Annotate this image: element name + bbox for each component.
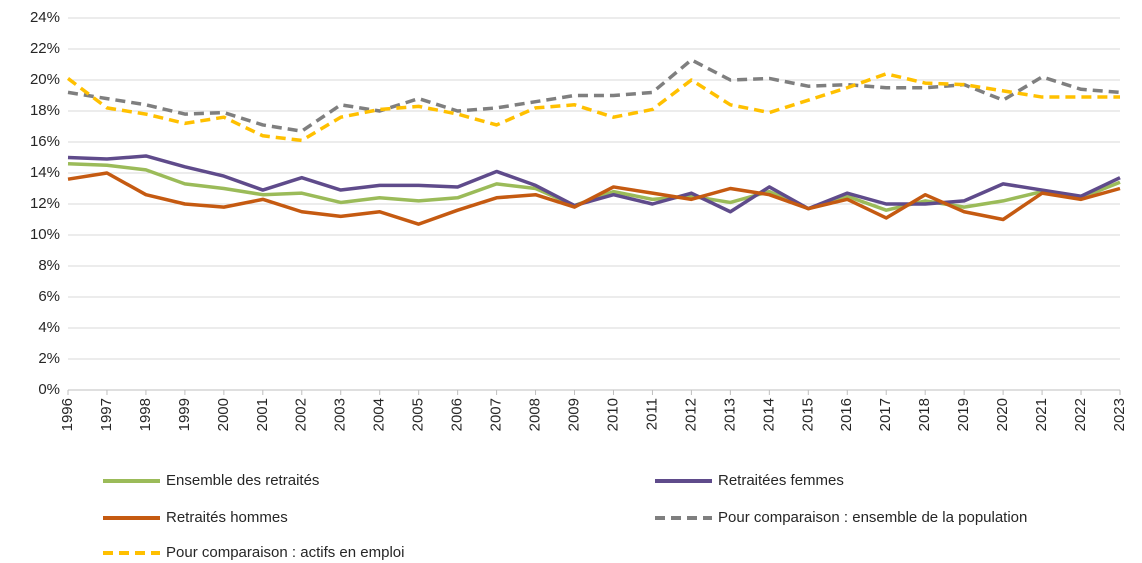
x-tick-label: 2000: [215, 398, 232, 431]
x-tick-label: 2010: [604, 398, 621, 431]
x-tick-label: 2004: [371, 398, 388, 431]
legend-label: Pour comparaison : ensemble de la popula…: [718, 509, 1027, 526]
x-tick-label: 2018: [916, 398, 933, 431]
legend-label: Ensemble des retraités: [166, 472, 319, 489]
x-tick-label: 2012: [682, 398, 699, 431]
x-tick-label: 2014: [760, 398, 777, 431]
x-tick-label: 2002: [293, 398, 310, 431]
series-line: [66, 72, 1120, 143]
x-tick-label: 2023: [1111, 398, 1128, 431]
x-tick-label: 2003: [332, 398, 349, 431]
y-tick-label: 0%: [38, 381, 60, 398]
y-tick-label: 16%: [30, 133, 60, 150]
x-tick-label: 2017: [877, 398, 894, 431]
x-tick-label: 2015: [799, 398, 816, 431]
x-tick-label: 2021: [1033, 398, 1050, 431]
x-tick-label: 2016: [838, 398, 855, 431]
x-tick-label: 2020: [994, 398, 1011, 431]
y-tick-label: 18%: [30, 102, 60, 119]
y-tick-label: 6%: [38, 288, 60, 305]
x-tick-label: 2019: [955, 398, 972, 431]
x-tick-label: 1999: [176, 398, 193, 431]
x-tick-label: 1996: [59, 398, 76, 431]
y-tick-label: 4%: [38, 319, 60, 336]
series-line: [67, 161, 1121, 212]
legend-label: Pour comparaison : actifs en emploi: [166, 544, 404, 561]
legend-label: Retraitées femmes: [718, 472, 844, 489]
x-tick-label: 1998: [137, 398, 154, 431]
y-tick-label: 2%: [38, 350, 60, 367]
x-tick-label: 2022: [1072, 398, 1089, 431]
series-line: [67, 58, 1121, 133]
x-tick-label: 2013: [721, 398, 738, 431]
y-tick-label: 10%: [30, 226, 60, 243]
x-tick-label: 2006: [449, 398, 466, 431]
y-tick-label: 20%: [30, 71, 60, 88]
series-line: [67, 171, 1121, 226]
legend-label: Retraités hommes: [166, 509, 288, 526]
x-tick-label: 1997: [98, 398, 115, 431]
y-tick-label: 8%: [38, 257, 60, 274]
series-line: [67, 154, 1121, 214]
x-tick-label: 2001: [254, 398, 271, 431]
x-tick-label: 2007: [488, 398, 505, 431]
x-tick-label: 2011: [643, 398, 660, 430]
y-tick-label: 22%: [30, 40, 60, 57]
y-tick-label: 24%: [30, 9, 60, 26]
y-tick-label: 14%: [30, 164, 60, 181]
y-tick-label: 12%: [30, 195, 60, 212]
x-tick-label: 2009: [565, 398, 582, 431]
x-tick-label: 2008: [527, 398, 544, 431]
x-tick-label: 2005: [410, 398, 427, 431]
